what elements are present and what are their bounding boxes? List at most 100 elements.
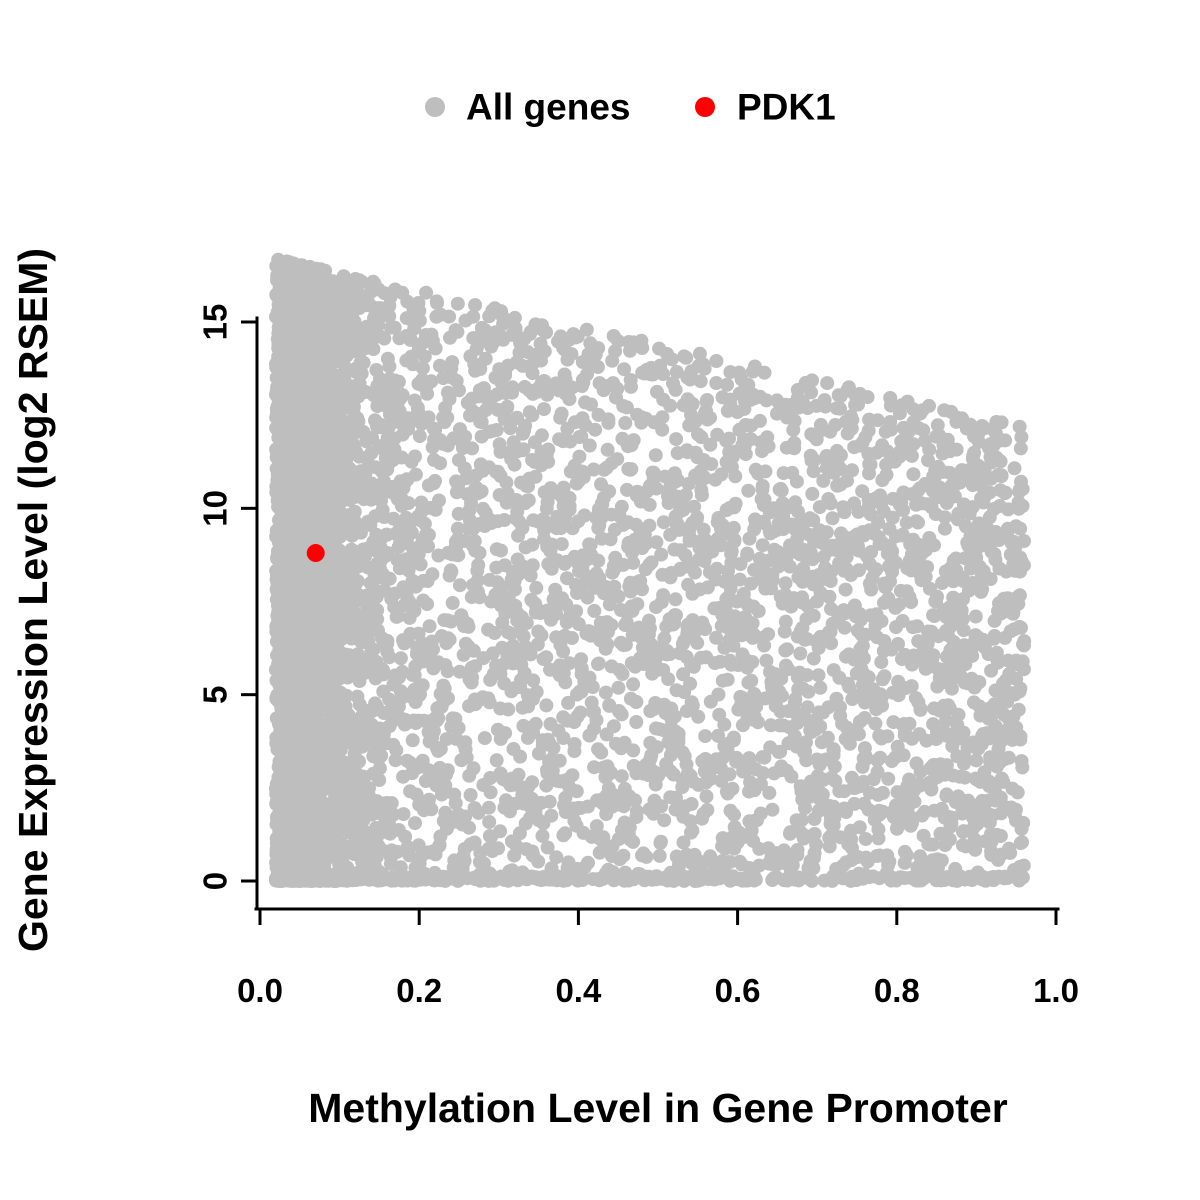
gene-point [838, 582, 853, 597]
gene-point [493, 444, 508, 459]
points-layer [268, 252, 1032, 888]
gene-point [709, 561, 724, 576]
gene-point [391, 823, 406, 837]
gene-point [806, 464, 821, 479]
gene-point [696, 522, 711, 537]
gene-point [886, 810, 901, 825]
gene-point [805, 486, 820, 501]
gene-point [473, 873, 488, 888]
gene-point [757, 365, 772, 380]
gene-point [816, 422, 831, 437]
gene-point [786, 422, 801, 437]
gene-point [419, 285, 434, 300]
gene-point [543, 717, 558, 731]
gene-point [880, 848, 895, 863]
gene-point [378, 549, 393, 564]
gene-point [894, 434, 909, 449]
gene-point [370, 612, 385, 627]
gene-point [811, 803, 826, 818]
gene-point [439, 732, 454, 747]
gene-point [652, 848, 667, 863]
gene-point [591, 407, 606, 422]
gene-point [501, 702, 516, 717]
gene-point [482, 815, 497, 829]
gene-point [618, 416, 633, 430]
gene-point [537, 402, 551, 417]
gene-point [1009, 671, 1024, 686]
gene-point [497, 513, 512, 527]
gene-point [821, 492, 836, 506]
gene-point [961, 793, 976, 808]
gene-point [629, 715, 644, 729]
gene-point [982, 701, 996, 716]
gene-point [751, 466, 766, 481]
gene-point [740, 548, 755, 563]
gene-point [657, 813, 672, 828]
gene-point [986, 631, 1001, 646]
gene-point [668, 802, 683, 817]
gene-point [558, 386, 573, 401]
gene-point [912, 727, 927, 742]
gene-point [701, 872, 716, 886]
gene-point [471, 805, 486, 820]
gene-point [602, 698, 617, 713]
gene-point [755, 444, 769, 459]
gene-point [543, 662, 558, 677]
gene-point [396, 807, 411, 822]
gene-point [523, 327, 537, 341]
gene-point [663, 748, 678, 763]
gene-point [851, 504, 866, 519]
gene-point [891, 688, 906, 703]
gene-point [726, 612, 741, 627]
gene-point [753, 806, 768, 821]
gene-point [451, 506, 466, 521]
gene-point [397, 636, 412, 651]
gene-point [998, 525, 1013, 540]
gene-point [885, 510, 900, 525]
gene-point [863, 507, 878, 522]
gene-point [471, 558, 486, 573]
gene-point [766, 524, 781, 539]
gene-point [618, 618, 633, 632]
gene-point [583, 336, 598, 351]
gene-point [685, 698, 700, 713]
gene-point [760, 578, 775, 593]
gene-point [466, 538, 480, 553]
gene-point [521, 779, 536, 794]
gene-point [449, 731, 464, 746]
gene-point [617, 735, 632, 750]
gene-point [457, 842, 472, 856]
gene-point [661, 496, 676, 511]
gene-point [727, 807, 741, 822]
gene-point [917, 433, 932, 448]
gene-point [392, 331, 407, 346]
gene-point [906, 437, 921, 452]
gene-point [601, 415, 616, 430]
gene-point [544, 612, 558, 627]
gene-point [481, 800, 496, 815]
gene-point [575, 373, 590, 387]
gene-point [599, 727, 614, 742]
gene-point [535, 733, 550, 748]
gene-point [703, 437, 718, 452]
gene-point [842, 736, 857, 751]
gene-point [656, 588, 671, 603]
gene-point [880, 865, 894, 880]
gene-point [755, 750, 770, 765]
gene-point [596, 830, 611, 845]
gene-point [436, 371, 451, 386]
gene-point [416, 593, 431, 608]
gene-point [403, 755, 418, 770]
gene-point [790, 670, 805, 685]
gene-point [896, 420, 911, 435]
gene-point [548, 582, 563, 597]
gene-point [668, 592, 683, 607]
gene-point [780, 642, 795, 657]
gene-point [700, 546, 715, 561]
gene-point [988, 532, 1003, 547]
gene-point [526, 692, 540, 707]
gene-point [806, 651, 821, 666]
gene-point [935, 576, 950, 590]
gene-point [807, 453, 822, 468]
